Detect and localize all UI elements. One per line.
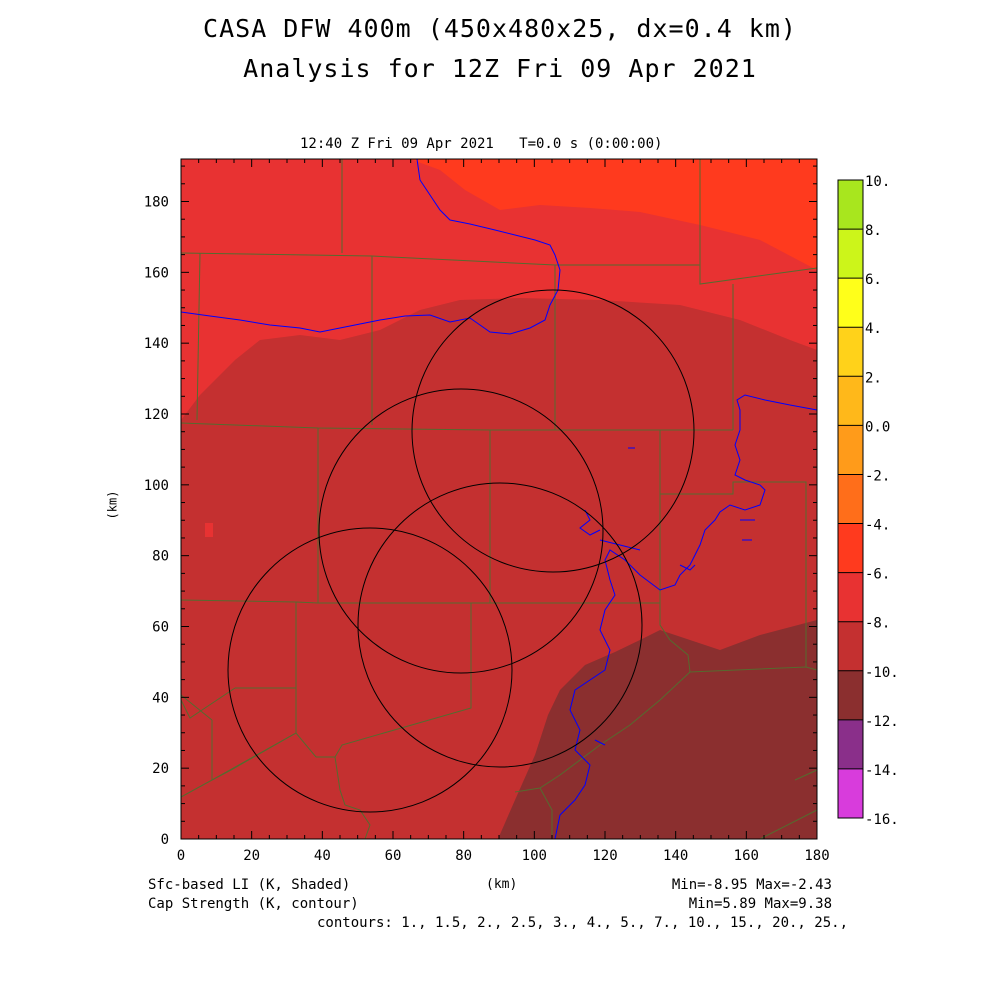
contour-levels: contours: 1., 1.5, 2., 2.5, 3., 4., 5., … bbox=[316, 915, 848, 931]
contour-field-label: Cap Strength (K, contour) bbox=[148, 896, 359, 912]
cap-strength-contours bbox=[227, 289, 695, 813]
colorbar-label: 0.0 bbox=[865, 419, 890, 435]
x-axis-label: (km) bbox=[486, 877, 518, 892]
y-tick-label: 40 bbox=[152, 690, 169, 706]
shade-region-minus4-minus2 bbox=[410, 159, 817, 270]
y-tick-label: 160 bbox=[144, 265, 169, 281]
colorbar-swatch bbox=[838, 229, 863, 279]
colorbar-label: -10. bbox=[865, 665, 899, 681]
contour-ring bbox=[227, 527, 513, 813]
colorbar-label: 2. bbox=[865, 370, 882, 386]
colorbar-label: -12. bbox=[865, 714, 899, 730]
colorbar-label: 10. bbox=[865, 174, 890, 190]
x-tick-label: 140 bbox=[663, 848, 688, 864]
colorbar-swatch bbox=[838, 621, 863, 671]
colorbar-swatch bbox=[838, 425, 863, 475]
x-tick-label: 20 bbox=[243, 848, 260, 864]
contour-ring bbox=[411, 289, 695, 573]
x-tick-label: 160 bbox=[734, 848, 759, 864]
y-axis-ticks: 0 20 40 60 80 100 120 140 160 180 bbox=[144, 165, 817, 848]
colorbar-swatch bbox=[838, 376, 863, 426]
colorbar-label: 4. bbox=[865, 321, 882, 337]
colorbar-label: -14. bbox=[865, 763, 899, 779]
shade-spot bbox=[205, 523, 213, 537]
y-tick-label: 20 bbox=[152, 761, 169, 777]
colorbar-label: 8. bbox=[865, 223, 882, 239]
colorbar-label: -4. bbox=[865, 518, 890, 534]
y-tick-label: 120 bbox=[144, 407, 169, 423]
colorbar-swatch bbox=[838, 327, 863, 377]
colorbar-swatch bbox=[838, 572, 863, 622]
valid-time-label: 12:40 Z Fri 09 Apr 2021 T=0.0 s (0:00:00… bbox=[300, 136, 663, 152]
x-tick-label: 60 bbox=[385, 848, 402, 864]
shaded-field-stats: Min=-8.95 Max=-2.43 bbox=[671, 877, 832, 893]
x-tick-label: 80 bbox=[455, 848, 472, 864]
y-tick-label: 60 bbox=[152, 620, 169, 636]
colorbar-label: 6. bbox=[865, 272, 882, 288]
contour-ring bbox=[318, 388, 604, 674]
colorbar-swatch bbox=[838, 523, 863, 573]
colorbar-label: -6. bbox=[865, 567, 890, 583]
contour-ring bbox=[357, 482, 643, 768]
colorbar: 10. 8. 6. 4. 2. 0.0 -2. -4. -6. -8. -10. -12. -14. -1… bbox=[837, 174, 899, 828]
contour-field-stats: Min=5.89 Max=9.38 bbox=[688, 896, 832, 912]
colorbar-swatch bbox=[838, 180, 863, 230]
y-tick-label: 0 bbox=[161, 832, 169, 848]
colorbar-swatch bbox=[838, 768, 863, 818]
y-tick-label: 100 bbox=[144, 478, 169, 494]
x-tick-label: 100 bbox=[522, 848, 547, 864]
colorbar-swatch bbox=[838, 719, 863, 769]
x-axis-ticks: 0 20 40 60 80 100 120 140 160 180 bbox=[177, 159, 830, 864]
x-tick-label: 0 bbox=[177, 848, 185, 864]
chart-subtitle: Analysis for 12Z Fri 09 Apr 2021 bbox=[243, 54, 757, 83]
colorbar-label: -16. bbox=[865, 812, 899, 828]
shaded-field-label: Sfc-based LI (K, Shaded) bbox=[148, 877, 351, 893]
x-tick-label: 40 bbox=[314, 848, 331, 864]
county-boundaries bbox=[180, 159, 818, 840]
y-tick-label: 80 bbox=[152, 549, 169, 565]
colorbar-swatch bbox=[838, 278, 863, 328]
x-tick-label: 180 bbox=[804, 848, 829, 864]
shaded-field bbox=[181, 159, 817, 839]
chart-title: CASA DFW 400m (450x480x25, dx=0.4 km) bbox=[203, 14, 797, 43]
colorbar-label: -8. bbox=[865, 616, 890, 632]
colorbar-swatch bbox=[838, 474, 863, 524]
rivers bbox=[180, 158, 818, 840]
y-tick-label: 140 bbox=[144, 336, 169, 352]
shade-region-minus10-minus8 bbox=[498, 620, 817, 839]
colorbar-swatch bbox=[838, 670, 863, 720]
y-tick-label: 180 bbox=[144, 195, 169, 211]
x-tick-label: 120 bbox=[592, 848, 617, 864]
colorbar-label: -2. bbox=[865, 468, 890, 484]
